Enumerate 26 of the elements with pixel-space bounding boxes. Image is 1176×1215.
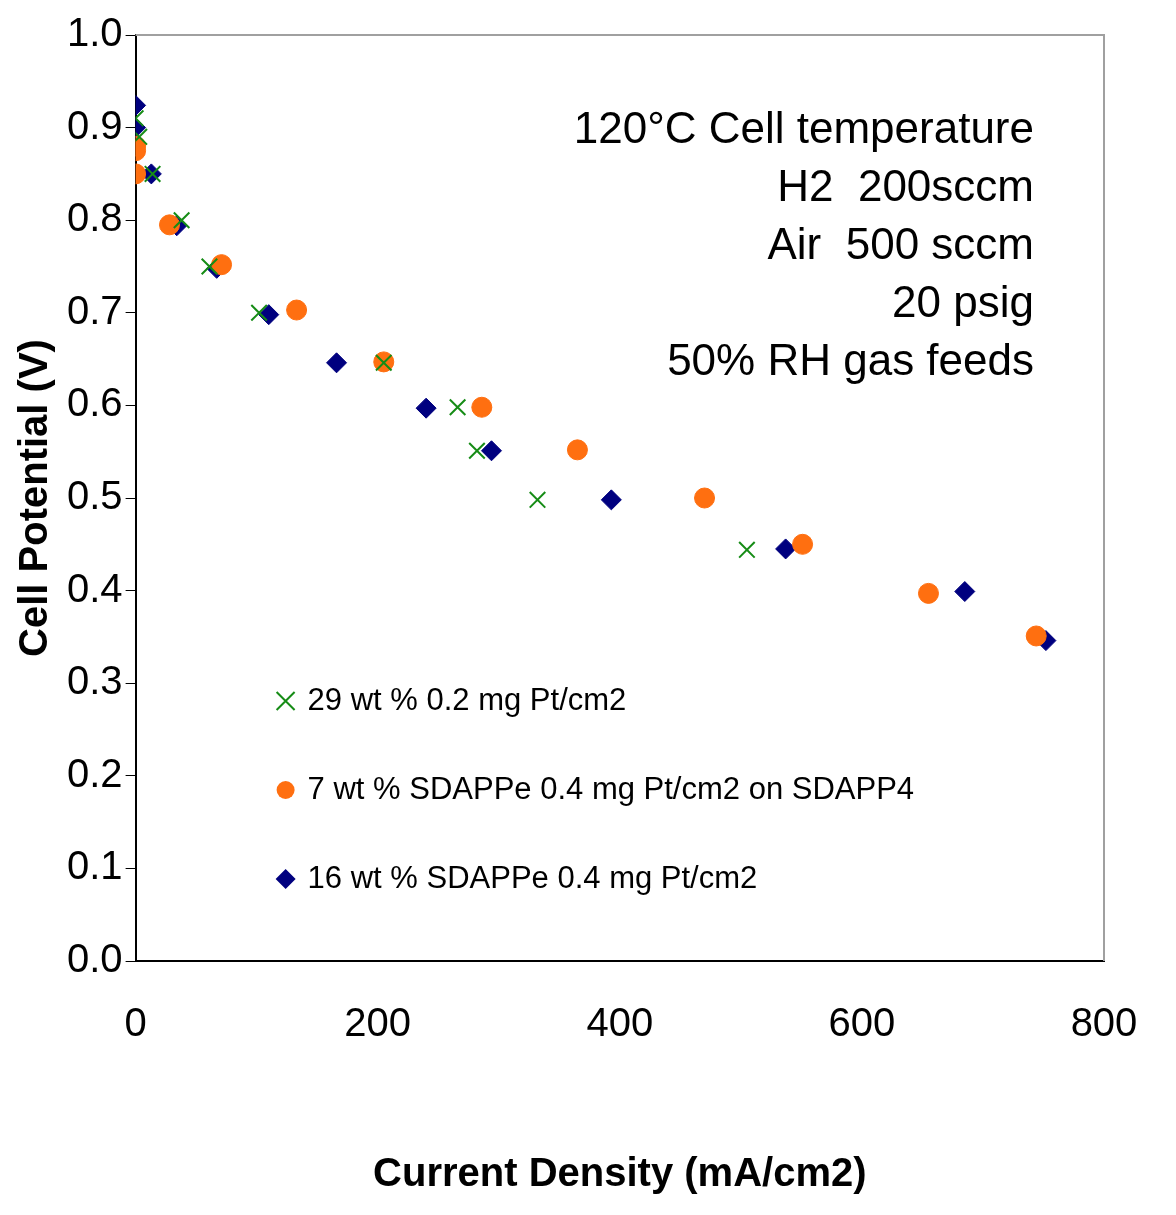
- y-tick-label: 0.0: [67, 936, 123, 981]
- x-axis-title: Current Density (mA/cm2): [373, 1150, 867, 1195]
- y-tick-label: 0.2: [67, 750, 123, 795]
- legend-label: 16 wt % SDAPPe 0.4 mg Pt/cm2: [307, 859, 758, 895]
- legend-label: 29 wt % 0.2 mg Pt/cm2: [307, 681, 627, 717]
- x-tick-label: 200: [344, 1000, 412, 1045]
- y-tick-label: 0.3: [67, 658, 123, 703]
- x-tick-label: 0: [124, 1000, 147, 1045]
- annotation: H2 200sccm: [777, 161, 1034, 211]
- y-tick-label: 0.1: [67, 843, 123, 888]
- annotation: 50% RH gas feeds: [667, 335, 1034, 385]
- annotation: 20 psig: [892, 277, 1034, 327]
- y-tick-label: 0.4: [67, 565, 123, 610]
- x-tick-label: 400: [586, 1000, 654, 1045]
- y-tick-label: 0.8: [67, 195, 123, 240]
- x-tick-label: 600: [828, 1000, 896, 1045]
- x-tick-label: 800: [1070, 1000, 1138, 1045]
- y-tick-label: 1.0: [67, 10, 123, 55]
- legend-label: 7 wt % SDAPPe 0.4 mg Pt/cm2 on SDAPP4: [307, 770, 915, 806]
- y-tick-label: 0.7: [67, 287, 123, 332]
- annotation: 120°C Cell temperature: [573, 103, 1034, 153]
- annotation: Air 500 sccm: [767, 219, 1034, 269]
- y-tick-label: 0.5: [67, 473, 123, 518]
- y-tick-label: 0.6: [67, 380, 123, 425]
- y-tick-label: 0.9: [67, 102, 123, 147]
- y-axis-title: Cell Potential (V): [11, 339, 56, 657]
